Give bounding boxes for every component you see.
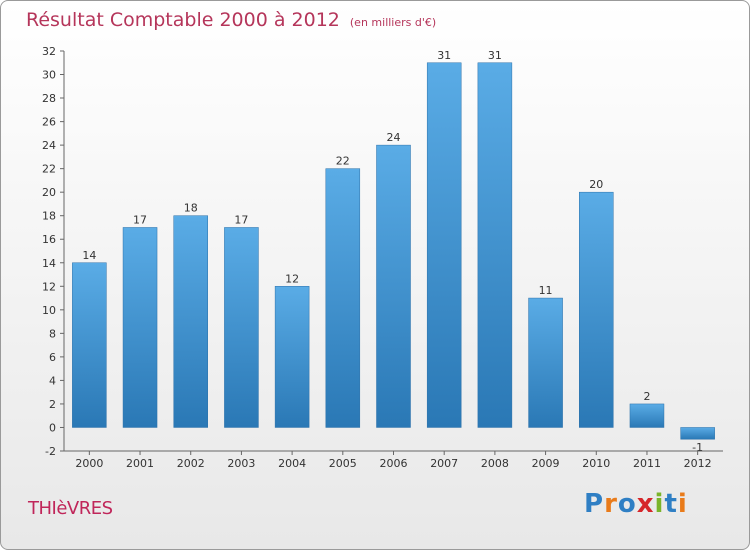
- bar-2001: [122, 227, 158, 428]
- bar-value-label: 11: [539, 284, 553, 297]
- y-tick-label: 8: [49, 327, 56, 340]
- y-tick-label: 14: [42, 257, 56, 270]
- logo-letter: i: [654, 489, 665, 519]
- bar-value-label: 17: [133, 213, 147, 226]
- chart-bars: [72, 62, 715, 440]
- bar-2012: [680, 427, 715, 440]
- y-tick-label: 0: [49, 421, 56, 434]
- proxiti-logo: Proxiti: [584, 489, 688, 519]
- y-tick-label: 6: [49, 351, 56, 364]
- y-tick-label: 20: [42, 186, 56, 199]
- bar-value-label: -1: [692, 441, 703, 454]
- x-tick-label: 2012: [684, 457, 712, 470]
- bar-value-label: 31: [437, 49, 451, 62]
- x-tick-label: 2005: [329, 457, 357, 470]
- bar-value-label: 12: [285, 272, 299, 285]
- logo-letter: x: [636, 489, 655, 519]
- bar-value-label: 14: [82, 249, 96, 262]
- y-tick-label: 26: [42, 116, 56, 129]
- x-tick-label: 2009: [532, 457, 560, 470]
- x-tick-label: 2006: [380, 457, 408, 470]
- bar-value-label: 20: [589, 178, 603, 191]
- bar-2008: [477, 62, 513, 428]
- y-tick-label: 16: [42, 233, 56, 246]
- x-tick-label: 2010: [582, 457, 610, 470]
- bar-value-label: 2: [643, 390, 650, 403]
- bar-2002: [173, 215, 208, 428]
- y-tick-label: 2: [49, 398, 56, 411]
- y-tick-label: 12: [42, 280, 56, 293]
- chart-title: Résultat Comptable 2000 à 2012 (en millie…: [26, 9, 436, 31]
- bar-2009: [528, 297, 563, 428]
- y-tick-label: 4: [49, 374, 56, 387]
- y-tick-label: 24: [42, 139, 56, 152]
- logo-letter: r: [604, 489, 618, 519]
- bar-value-label: 22: [336, 155, 350, 168]
- bar-value-label: 24: [387, 131, 401, 144]
- y-tick-label: 22: [42, 163, 56, 176]
- logo-letter: P: [584, 489, 605, 519]
- x-tick-label: 2002: [177, 457, 205, 470]
- bar-2003: [224, 227, 259, 428]
- x-tick-label: 2003: [227, 457, 255, 470]
- y-tick-label: 18: [42, 210, 56, 223]
- commune-name: THIèVRES: [28, 498, 113, 519]
- logo-letter: i: [677, 489, 688, 519]
- x-tick-label: 2000: [75, 457, 103, 470]
- chart-subtitle: (en milliers d'€): [349, 16, 437, 29]
- bar-value-label: 18: [184, 202, 198, 215]
- chart-title-text: Résultat Comptable 2000 à 2012: [26, 9, 340, 31]
- x-tick-label: 2011: [633, 457, 661, 470]
- y-tick-label: 10: [42, 304, 56, 317]
- bar-2005: [325, 168, 361, 428]
- bar-2010: [579, 191, 614, 428]
- bar-value-label: 17: [234, 213, 248, 226]
- logo-letter: t: [664, 489, 678, 519]
- chart-bar-labels: 14 17 18 17 12 22 24 31 31 11 20 2 -1: [82, 49, 703, 454]
- bar-2011: [629, 403, 665, 428]
- bar-2004: [274, 286, 310, 428]
- bar-2006: [376, 144, 411, 428]
- logo-letter: o: [617, 489, 637, 519]
- y-tick-label: -2: [45, 445, 56, 458]
- y-tick-label: 32: [42, 45, 56, 58]
- x-tick-label: 2008: [481, 457, 509, 470]
- bar-2007: [426, 62, 462, 428]
- x-tick-label: 2007: [430, 457, 458, 470]
- x-tick-label: 2004: [278, 457, 306, 470]
- bar-value-label: 31: [488, 49, 502, 62]
- x-tick-label: 2001: [126, 457, 154, 470]
- y-tick-label: 30: [42, 69, 56, 82]
- y-tick-label: 28: [42, 92, 56, 105]
- bar-2000: [72, 262, 107, 428]
